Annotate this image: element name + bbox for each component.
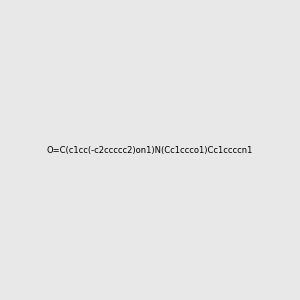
Text: O=C(c1cc(-c2ccccc2)on1)N(Cc1ccco1)Cc1ccccn1: O=C(c1cc(-c2ccccc2)on1)N(Cc1ccco1)Cc1ccc… <box>47 146 253 154</box>
